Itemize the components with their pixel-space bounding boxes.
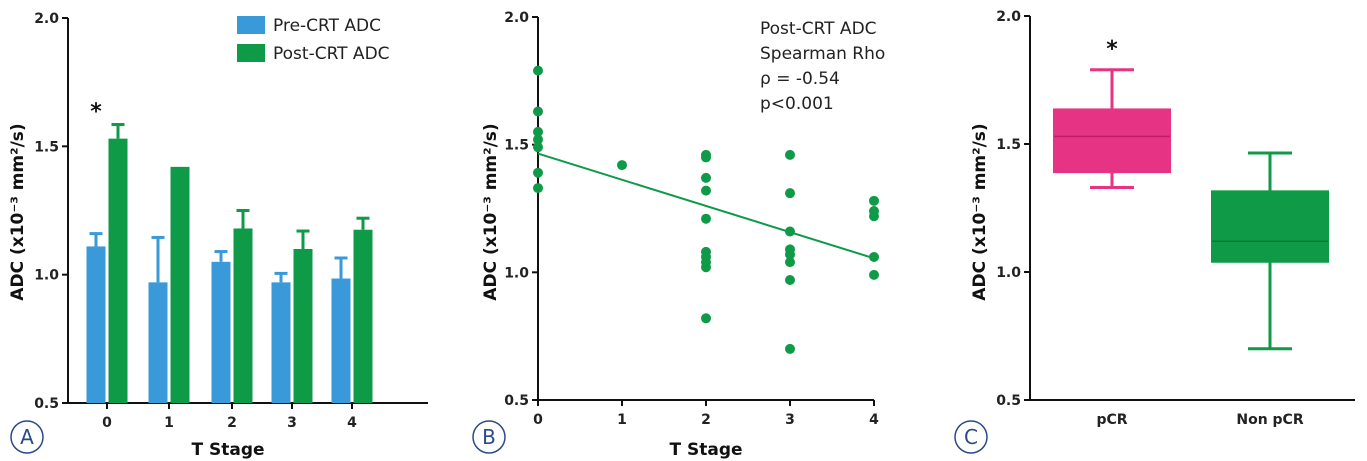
panel-a-x-tick-label: 3 (287, 415, 297, 431)
panel-b-data-point (533, 142, 543, 153)
panel-a-bar (353, 229, 373, 403)
panel-b-data-point (785, 226, 795, 237)
panel-b-data-point (701, 313, 711, 324)
panel-c-x-tick-label: pCR (1096, 412, 1127, 428)
panel-letter-ring (954, 420, 988, 454)
panel-b-data-point (785, 188, 795, 199)
panel-c-y-tick-label: 1.5 (996, 137, 1021, 153)
panel-a-y-tick-label: 1.0 (34, 268, 59, 284)
panel-a-bar (108, 138, 128, 403)
panel-a-significance-star: * (90, 100, 102, 125)
panel-b-data-point (533, 65, 543, 76)
panel-a-x-axis-title: T Stage (191, 440, 264, 460)
panel-b-y-tick-label: 1.0 (504, 265, 529, 281)
panel-a-y-tick-label: 0.5 (34, 396, 59, 412)
panel-c-box (1053, 108, 1171, 174)
panel-b-stat-annotation: Post-CRT ADC (760, 19, 877, 39)
panel-letter-ring (10, 420, 44, 454)
panel-b-data-point (533, 134, 543, 145)
panel-b-data-point (701, 152, 711, 163)
panel-c-y-tick-label: 0.5 (996, 393, 1021, 409)
panel-b-y-tick-label: 1.5 (504, 138, 529, 154)
panel-a-x-tick-label: 1 (164, 415, 174, 431)
panel-b-y-axis-title: ADC (x10⁻³ mm²/s) (481, 123, 501, 300)
panel-c-y-axis-title: ADC (x10⁻³ mm²/s) (970, 123, 990, 300)
panel-letter: B (482, 425, 496, 449)
panel-a-x-tick-label: 4 (347, 415, 357, 431)
panel-a-legend-swatch (237, 44, 265, 62)
panel-b-data-point (533, 183, 543, 194)
panel-b-stat-annotation: Spearman Rho (760, 44, 885, 64)
panel-b-data-point (701, 262, 711, 273)
panel-letter-ring (472, 420, 506, 454)
panel-a-y-axis-title: ADC (x10⁻³ mm²/s) (8, 123, 28, 300)
panel-b-data-point (533, 167, 543, 178)
panel-b-data-point (533, 126, 543, 137)
panel-b-x-tick-label: 2 (701, 412, 711, 428)
panel-b-data-point (701, 172, 711, 183)
panel-b-stat-annotation: p<0.001 (760, 94, 834, 114)
panel-a-legend-label: Pre-CRT ADC (273, 16, 381, 36)
panel-b-stat-annotation: ρ = -0.54 (760, 69, 840, 89)
panel-b-data-point (785, 257, 795, 268)
panel-b-data-point (617, 160, 627, 171)
panel-b-x-axis-title: T Stage (669, 440, 742, 460)
panel-c-significance-star: * (1106, 37, 1118, 62)
panel-b-data-point (533, 106, 543, 117)
panel-b-data-point (869, 269, 879, 280)
panel-letter: A (20, 425, 34, 449)
panel-b-data-point (869, 211, 879, 222)
panel-a-bar (211, 261, 231, 403)
panel-b-x-tick-label: 3 (785, 412, 795, 428)
panel-b-data-point (785, 274, 795, 285)
panel-b-data-point (701, 185, 711, 196)
panel-b-y-tick-label: 0.5 (504, 393, 529, 409)
panel-b-x-tick-label: 0 (533, 412, 543, 428)
panel-b-data-point (785, 149, 795, 160)
panel-b-data-point (701, 213, 711, 224)
panel-a-legend-label: Post-CRT ADC (273, 44, 390, 64)
panel-a-y-tick-label: 1.5 (34, 139, 59, 155)
panel-c-x-tick-label: Non pCR (1236, 412, 1303, 428)
panel-a-bar (331, 278, 351, 403)
panel-a-bar (293, 249, 313, 403)
panel-b-regression-line (537, 152, 875, 260)
panel-a-bar (170, 166, 190, 403)
panel-c-y-tick-label: 2.0 (996, 9, 1021, 25)
panel-a-bar (271, 282, 291, 403)
panel-a-legend-swatch (237, 16, 265, 34)
panel-letter: C (964, 425, 978, 449)
panel-a-bar (148, 282, 168, 403)
panel-b-x-tick-label: 1 (617, 412, 627, 428)
panel-b-y-tick-label: 2.0 (504, 10, 529, 26)
panel-b-x-tick-label: 4 (869, 412, 879, 428)
panel-a-bar (233, 228, 253, 403)
panel-a-x-tick-label: 0 (102, 415, 112, 431)
panel-b-data-point (785, 343, 795, 354)
panel-a-bar (86, 246, 106, 403)
panel-b-data-point (869, 252, 879, 263)
panel-b-data-point (869, 195, 879, 206)
panel-a-x-tick-label: 2 (227, 415, 237, 431)
panel-b-data-point (785, 249, 795, 260)
panel-c-y-tick-label: 1.0 (996, 265, 1021, 281)
panel-c-box (1211, 190, 1329, 263)
panel-a-y-tick-label: 2.0 (34, 11, 59, 27)
